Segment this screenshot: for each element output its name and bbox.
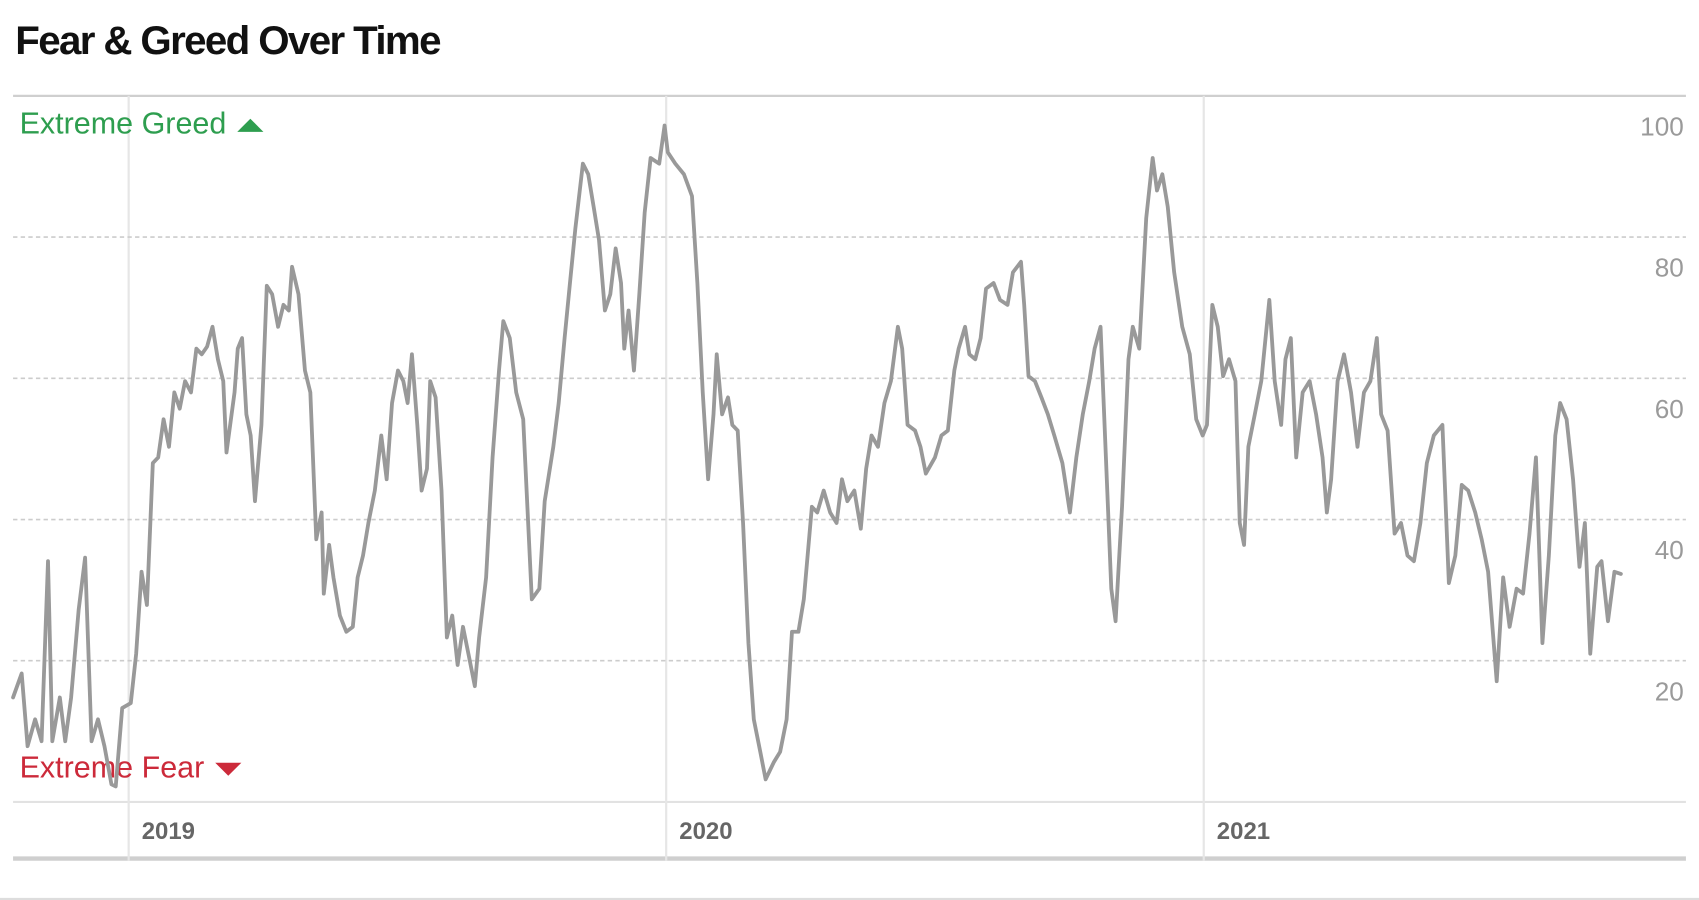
y-tick-label: 40 (1655, 535, 1684, 565)
x-tick-label: 2019 (142, 818, 195, 845)
annotation-marker (215, 762, 242, 776)
x-tick-label: 2021 (1217, 818, 1270, 845)
y-tick-label: 80 (1655, 253, 1684, 283)
chart-title: Fear & Greed Over Time (15, 18, 441, 63)
data-line (11, 123, 1623, 789)
x-tick-label: 2020 (679, 818, 732, 845)
annotation: Extreme Greed (20, 106, 227, 140)
y-tick-label: 100 (1640, 111, 1684, 141)
annotation-marker (237, 118, 264, 132)
y-tick-label: 60 (1655, 394, 1684, 424)
y-tick-label: 20 (1655, 676, 1684, 706)
